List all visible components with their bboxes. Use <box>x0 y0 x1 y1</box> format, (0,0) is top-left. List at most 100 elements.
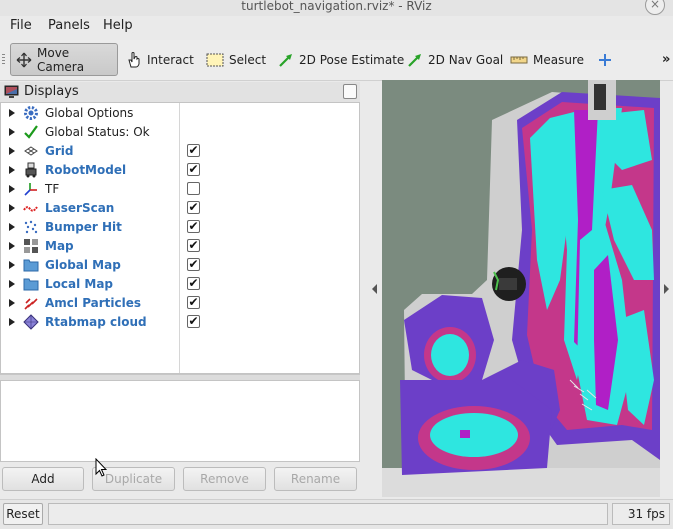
green-arrow-icon <box>407 52 423 68</box>
tool-label: 2D Nav Goal <box>428 52 504 67</box>
display-label: Local Map <box>45 277 114 291</box>
status-bar: Reset 31 fps <box>0 499 673 529</box>
toolbar-overflow-button[interactable]: » <box>662 52 671 67</box>
expand-arrow-icon[interactable] <box>9 204 15 212</box>
fps-readout: 31 fps <box>612 503 670 525</box>
tool-label: Measure <box>533 52 584 67</box>
expand-arrow-icon[interactable] <box>9 242 15 250</box>
display-row-rtabmap-cloud[interactable]: Rtabmap cloud ✔ <box>1 313 359 332</box>
window-title: turtlebot_navigation.rviz* - RViz <box>241 0 432 13</box>
display-label: Global Status: Ok <box>45 125 150 139</box>
close-icon[interactable]: × <box>645 0 665 15</box>
remove-display-button[interactable]: Remove <box>183 467 266 491</box>
move-camera-icon <box>16 52 32 68</box>
display-row-laserscan[interactable]: LaserScan ✔ <box>1 199 359 218</box>
display-row-local-map[interactable]: Local Map ✔ <box>1 275 359 294</box>
undock-panel-button[interactable] <box>343 84 357 99</box>
display-label: Global Options <box>45 106 134 120</box>
title-bar: turtlebot_navigation.rviz* - RViz × <box>0 0 673 16</box>
display-row-robotmodel[interactable]: RobotModel ✔ <box>1 161 359 180</box>
displays-panel-title: Displays <box>24 84 79 99</box>
grid-icon <box>23 143 39 159</box>
duplicate-display-button[interactable]: Duplicate <box>92 467 175 491</box>
rename-display-button[interactable]: Rename <box>274 467 357 491</box>
menu-panels[interactable]: Panels <box>48 18 90 33</box>
tool-move-camera[interactable]: Move Camera <box>10 43 118 76</box>
display-enabled-checkbox[interactable]: ✔ <box>187 143 200 157</box>
laserscan-icon <box>23 200 39 216</box>
display-enabled-checkbox[interactable]: ✔ <box>187 200 200 214</box>
expand-arrow-icon[interactable] <box>9 261 15 269</box>
checkmark-icon <box>23 124 39 140</box>
displays-panel-header: Displays <box>0 82 360 103</box>
display-label: LaserScan <box>45 201 115 215</box>
display-label: TF <box>45 182 60 196</box>
map-icon <box>23 238 39 254</box>
monitor-icon <box>4 85 19 101</box>
hand-pointer-icon <box>126 51 142 69</box>
expand-arrow-icon[interactable] <box>9 299 15 307</box>
select-box-icon <box>206 53 224 67</box>
3d-render-viewport[interactable] <box>382 80 660 497</box>
plus-icon <box>598 53 612 67</box>
display-enabled-checkbox[interactable]: ✔ <box>187 238 200 252</box>
display-label: Global Map <box>45 258 121 272</box>
expand-arrow-icon[interactable] <box>9 147 15 155</box>
display-enabled-checkbox[interactable]: ✔ <box>187 219 200 233</box>
display-enabled-checkbox[interactable] <box>187 182 200 195</box>
menu-file[interactable]: File <box>10 18 32 33</box>
menu-help[interactable]: Help <box>103 18 133 33</box>
display-row-bumper-hit[interactable]: Bumper Hit ✔ <box>1 218 359 237</box>
reset-button[interactable]: Reset <box>3 503 43 525</box>
ruler-icon <box>510 55 528 65</box>
green-arrow-icon <box>278 52 294 68</box>
mouse-cursor-icon <box>95 457 108 481</box>
tool-select[interactable]: Select <box>206 43 266 76</box>
expand-arrow-icon[interactable] <box>9 223 15 231</box>
display-label: Bumper Hit <box>45 220 122 234</box>
display-row-grid[interactable]: Grid ✔ <box>1 142 359 161</box>
display-label: Map <box>45 239 74 253</box>
display-description-area <box>0 380 360 462</box>
tool-2d-pose-estimate[interactable]: 2D Pose Estimate <box>278 43 404 76</box>
display-row-tf[interactable]: TF <box>1 180 359 199</box>
collapse-right-panel-icon[interactable] <box>664 284 669 294</box>
toolbar-grip-icon[interactable] <box>2 54 5 66</box>
displays-tree: Global Options Global Status: Ok Grid ✔ … <box>0 102 360 374</box>
expand-arrow-icon[interactable] <box>9 109 15 117</box>
add-display-button[interactable]: Add <box>2 467 84 491</box>
display-row-global-status[interactable]: Global Status: Ok <box>1 123 359 142</box>
display-row-map[interactable]: Map ✔ <box>1 237 359 256</box>
display-enabled-checkbox[interactable]: ✔ <box>187 295 200 309</box>
toolbar: Move Camera Interact Select 2D Pose Esti… <box>0 40 673 81</box>
expand-arrow-icon[interactable] <box>9 166 15 174</box>
expand-arrow-icon[interactable] <box>9 280 15 288</box>
panel-splitter[interactable] <box>0 374 360 381</box>
collapse-left-panel-icon[interactable] <box>372 284 377 294</box>
display-label: Amcl Particles <box>45 296 142 310</box>
particles-icon <box>23 295 39 311</box>
display-enabled-checkbox[interactable]: ✔ <box>187 162 200 176</box>
tool-measure[interactable]: Measure <box>510 43 584 76</box>
display-enabled-checkbox[interactable]: ✔ <box>187 314 200 328</box>
expand-arrow-icon[interactable] <box>9 128 15 136</box>
tool-add[interactable] <box>598 43 617 76</box>
display-row-amcl-particles[interactable]: Amcl Particles ✔ <box>1 294 359 313</box>
display-label: Grid <box>45 144 74 158</box>
status-message-field <box>48 503 608 525</box>
display-enabled-checkbox[interactable]: ✔ <box>187 257 200 271</box>
folder-icon <box>23 276 39 292</box>
tool-interact[interactable]: Interact <box>126 43 194 76</box>
menu-bar: File Panels Help <box>0 16 673 38</box>
tool-2d-nav-goal[interactable]: 2D Nav Goal <box>407 43 503 76</box>
display-label: Rtabmap cloud <box>45 315 147 329</box>
display-row-global-map[interactable]: Global Map ✔ <box>1 256 359 275</box>
display-row-global-options[interactable]: Global Options <box>1 104 359 123</box>
pointcloud-icon <box>23 314 39 330</box>
costmap-render <box>382 80 660 497</box>
expand-arrow-icon[interactable] <box>9 318 15 326</box>
display-enabled-checkbox[interactable]: ✔ <box>187 276 200 290</box>
expand-arrow-icon[interactable] <box>9 185 15 193</box>
display-label: RobotModel <box>45 163 127 177</box>
tool-label: Interact <box>147 52 194 67</box>
